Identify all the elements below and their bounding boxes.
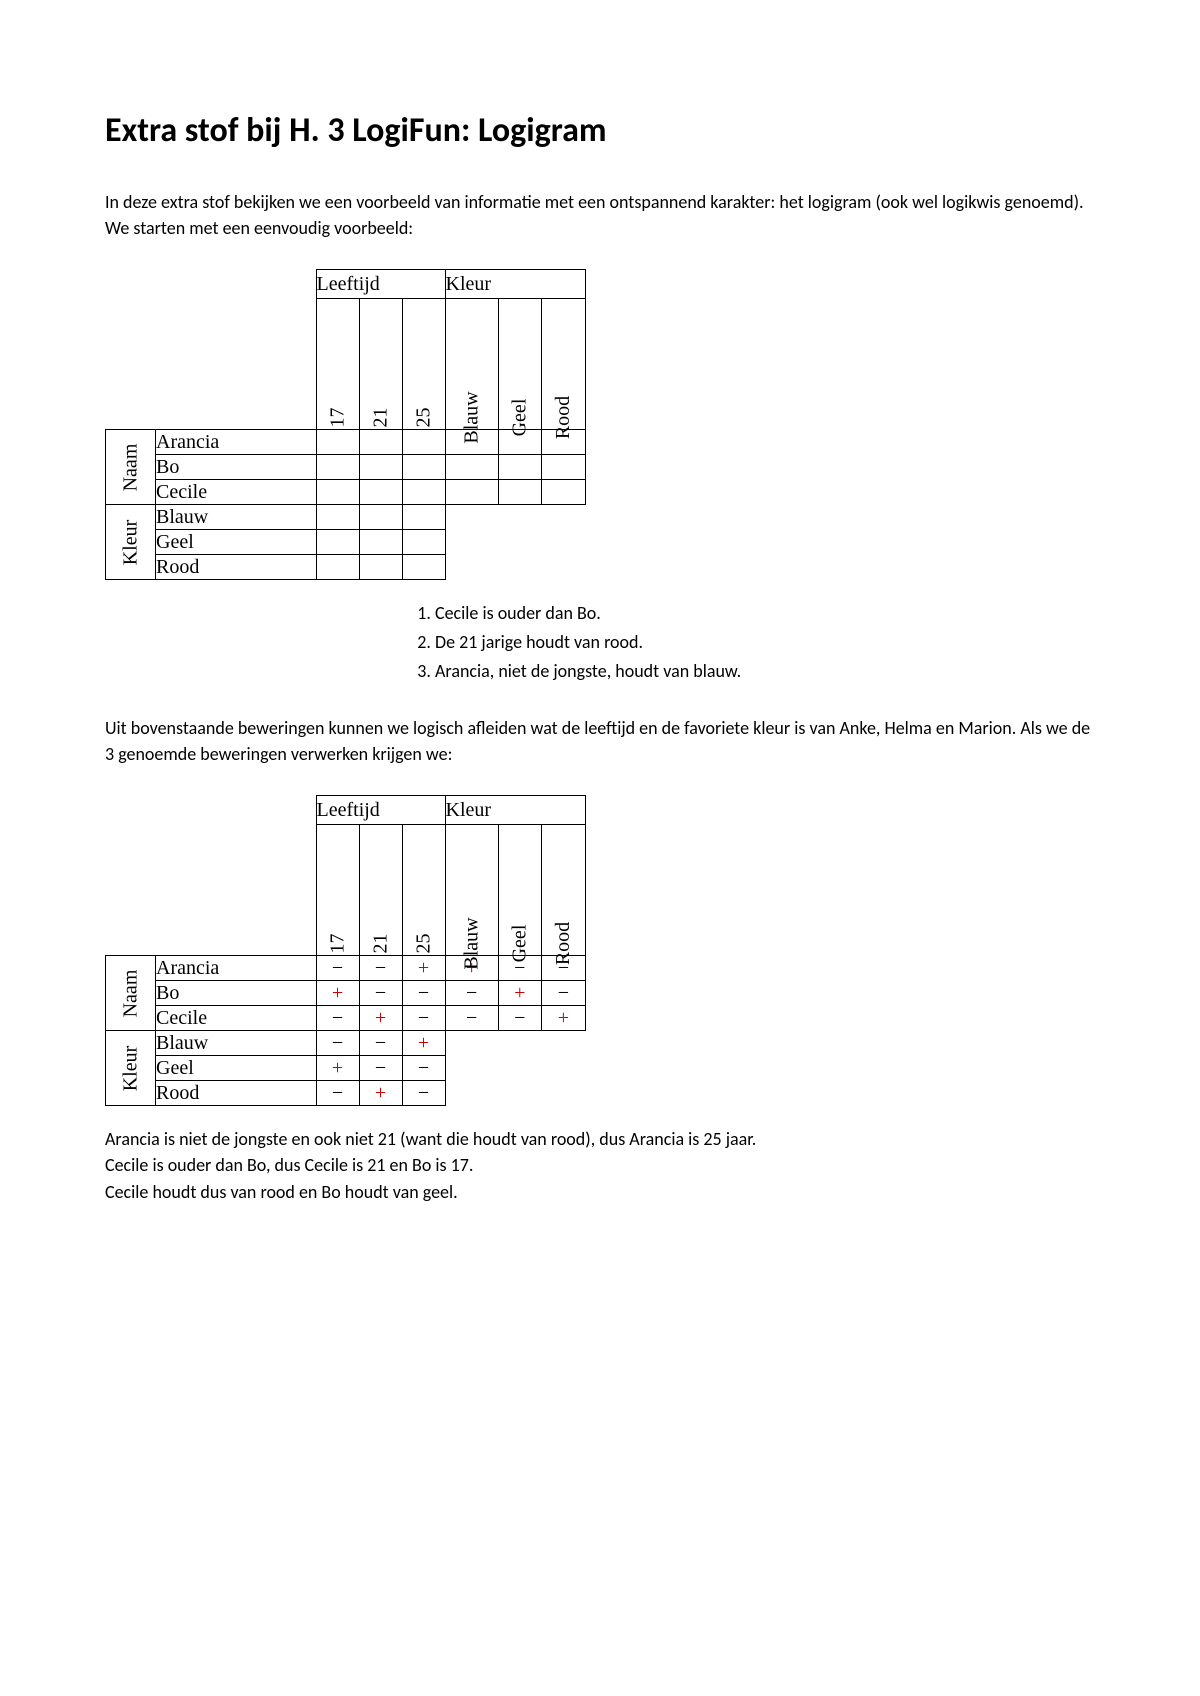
grid-cell xyxy=(402,455,445,480)
document-page: Extra stof bij H. 3 LogiFun: Logigram In… xyxy=(0,0,1200,1313)
logic-grid-empty: LeeftijdKleur172125BlauwGeelRoodNaamAran… xyxy=(105,269,1095,580)
column-header: 25 xyxy=(402,825,445,956)
grid-cell xyxy=(359,530,402,555)
row-label: Rood xyxy=(156,1081,317,1106)
row-label: Blauw xyxy=(156,505,317,530)
column-group-header: Kleur xyxy=(445,796,586,825)
grid-cell xyxy=(402,505,445,530)
grid-cell xyxy=(445,480,498,505)
column-header: Geel xyxy=(498,825,541,956)
grid-cell xyxy=(445,455,498,480)
grid-cell xyxy=(359,505,402,530)
grid-cell: + xyxy=(498,981,541,1006)
grid-cell xyxy=(359,555,402,580)
grid-cell xyxy=(359,480,402,505)
logic-grid-solved: LeeftijdKleur172125BlauwGeelRoodNaamAran… xyxy=(105,795,1095,1106)
middle-paragraph: Uit bovenstaande beweringen kunnen we lo… xyxy=(105,715,1095,767)
column-header: 17 xyxy=(316,299,359,430)
column-group-header: Leeftijd xyxy=(316,796,445,825)
grid-cell xyxy=(316,455,359,480)
grid-cell: − xyxy=(402,1081,445,1106)
column-header: 25 xyxy=(402,299,445,430)
grid-cell: − xyxy=(316,1081,359,1106)
grid-cell: − xyxy=(402,1056,445,1081)
grid-cell xyxy=(498,455,541,480)
grid-cell: + xyxy=(359,1006,402,1031)
grid-cell xyxy=(316,530,359,555)
grid-cell: − xyxy=(316,956,359,981)
grid-cell xyxy=(359,455,402,480)
conclusion-paragraph: Arancia is niet de jongste en ook niet 2… xyxy=(105,1126,1095,1204)
grid-cell xyxy=(402,530,445,555)
grid-cell xyxy=(541,455,585,480)
row-group-header: Kleur xyxy=(106,505,156,580)
column-header: 21 xyxy=(359,299,402,430)
clue-item: De 21 jarige houdt van rood. xyxy=(435,629,1095,656)
grid-cell: + xyxy=(402,956,445,981)
grid-cell: + xyxy=(359,1081,402,1106)
row-group-header: Naam xyxy=(106,430,156,505)
grid-cell xyxy=(541,480,585,505)
page-title: Extra stof bij H. 3 LogiFun: Logigram xyxy=(105,110,1095,151)
row-label: Geel xyxy=(156,1056,317,1081)
column-header: 17 xyxy=(316,825,359,956)
grid-cell: − xyxy=(402,1006,445,1031)
grid-cell xyxy=(498,480,541,505)
column-header: Blauw xyxy=(445,299,498,430)
grid-cell: + xyxy=(316,981,359,1006)
column-header: 21 xyxy=(359,825,402,956)
grid-cell: − xyxy=(402,981,445,1006)
clue-item: Cecile is ouder dan Bo. xyxy=(435,600,1095,627)
grid-cell: − xyxy=(498,1006,541,1031)
row-label: Bo xyxy=(156,981,317,1006)
grid-cell xyxy=(402,480,445,505)
row-label: Rood xyxy=(156,555,317,580)
grid-cell xyxy=(316,555,359,580)
row-label: Blauw xyxy=(156,1031,317,1056)
conclusion-line: Cecile is ouder dan Bo, dus Cecile is 21… xyxy=(105,1154,473,1176)
grid-cell: − xyxy=(359,1031,402,1056)
row-label: Arancia xyxy=(156,430,317,455)
row-label: Bo xyxy=(156,455,317,480)
row-label: Cecile xyxy=(156,1006,317,1031)
column-group-header: Kleur xyxy=(445,270,586,299)
clue-item: Arancia, niet de jongste, houdt van blau… xyxy=(435,658,1095,685)
grid-cell: + xyxy=(402,1031,445,1056)
conclusion-line: Cecile houdt dus van rood en Bo houdt va… xyxy=(105,1181,458,1203)
row-label: Arancia xyxy=(156,956,317,981)
row-label: Geel xyxy=(156,530,317,555)
grid-cell: − xyxy=(359,956,402,981)
row-label: Cecile xyxy=(156,480,317,505)
row-group-header: Naam xyxy=(106,956,156,1031)
column-header: Rood xyxy=(541,825,585,956)
column-header: Rood xyxy=(541,299,585,430)
intro-paragraph: In deze extra stof bekijken we een voorb… xyxy=(105,189,1095,241)
column-header: Geel xyxy=(498,299,541,430)
grid-cell xyxy=(359,430,402,455)
grid-cell: − xyxy=(445,981,498,1006)
clue-list: Cecile is ouder dan Bo.De 21 jarige houd… xyxy=(435,600,1095,685)
column-group-header: Leeftijd xyxy=(316,270,445,299)
column-header: Blauw xyxy=(445,825,498,956)
row-group-header: Kleur xyxy=(106,1031,156,1106)
grid-cell: − xyxy=(359,1056,402,1081)
grid-cell xyxy=(316,480,359,505)
grid-cell: − xyxy=(316,1031,359,1056)
grid-cell xyxy=(316,430,359,455)
conclusion-line: Arancia is niet de jongste en ook niet 2… xyxy=(105,1128,756,1150)
grid-cell xyxy=(402,430,445,455)
grid-cell: + xyxy=(316,1056,359,1081)
grid-cell: − xyxy=(541,981,585,1006)
grid-cell xyxy=(402,555,445,580)
grid-cell: + xyxy=(541,1006,585,1031)
grid-cell: − xyxy=(445,1006,498,1031)
grid-cell: − xyxy=(316,1006,359,1031)
grid-cell xyxy=(316,505,359,530)
grid-cell: − xyxy=(359,981,402,1006)
